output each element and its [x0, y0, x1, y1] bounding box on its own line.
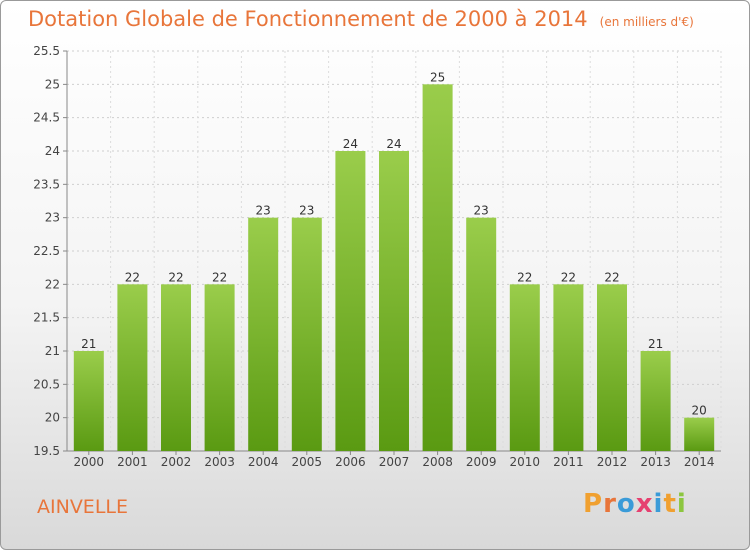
- logo-letter: t: [663, 489, 677, 519]
- data-label: 23: [256, 204, 271, 218]
- commune-name: AINVELLE: [37, 496, 128, 518]
- logo-letter: r: [603, 489, 617, 519]
- y-tick-label: 25: [45, 77, 60, 91]
- x-tick-label: 2013: [640, 455, 671, 469]
- data-label: 24: [386, 137, 401, 151]
- bar-2006: [335, 151, 366, 451]
- data-label: 23: [299, 204, 314, 218]
- data-label: 20: [692, 404, 707, 418]
- y-tick-label: 24.5: [33, 111, 60, 125]
- bar-2012: [597, 284, 627, 451]
- x-tick-label: 2003: [204, 455, 235, 469]
- y-tick-label: 25.5: [33, 44, 60, 58]
- data-label: 25: [430, 70, 445, 84]
- y-tick-label: 20.5: [33, 377, 60, 391]
- data-label: 21: [648, 337, 663, 351]
- x-tick-label: 2009: [466, 455, 497, 469]
- data-label: 22: [517, 270, 532, 284]
- logo-letter: i: [653, 489, 664, 519]
- y-tick-label: 19.5: [33, 444, 60, 458]
- x-tick-label: 2001: [117, 455, 148, 469]
- data-label: 24: [343, 137, 358, 151]
- x-tick-label: 2010: [510, 455, 541, 469]
- unit-label: (en milliers d'€): [599, 15, 694, 29]
- bar-2004: [248, 217, 279, 451]
- logo-letter: i: [676, 489, 687, 519]
- x-tick-label: 2000: [74, 455, 105, 469]
- x-tick-label: 2008: [422, 455, 453, 469]
- x-tick-label: 2007: [379, 455, 410, 469]
- x-tick-label: 2011: [553, 455, 584, 469]
- bar-2013: [640, 351, 671, 451]
- bar-2005: [291, 217, 322, 451]
- title-text: Dotation Globale de Fonctionnement de 20…: [28, 7, 588, 31]
- bar-2007: [379, 151, 409, 451]
- bar-2001: [117, 284, 148, 451]
- bar-2010: [509, 284, 540, 451]
- data-label: 22: [168, 270, 183, 284]
- data-label: 22: [212, 270, 227, 284]
- x-tick-label: 2012: [597, 455, 628, 469]
- data-label: 22: [561, 270, 576, 284]
- x-tick-label: 2014: [684, 455, 715, 469]
- logo-letter: P: [583, 489, 604, 519]
- y-tick-label: 22: [45, 277, 60, 291]
- x-tick-label: 2004: [248, 455, 279, 469]
- bar-2014: [684, 417, 715, 451]
- x-tick-label: 2005: [292, 455, 323, 469]
- y-tick-label: 22.5: [33, 244, 60, 258]
- bar-2008: [422, 84, 453, 451]
- bar-2011: [553, 284, 584, 451]
- data-label: 21: [81, 337, 96, 351]
- y-tick-label: 21: [45, 344, 60, 358]
- y-tick-label: 20: [45, 411, 60, 425]
- x-tick-label: 2006: [335, 455, 366, 469]
- bar-2002: [161, 284, 191, 451]
- labels: 21 22 22 22 23 23 24 24 25 23 22 22 22 21 20: [81, 70, 707, 417]
- chart-title: Dotation Globale de Fonctionnement de 20…: [28, 7, 694, 31]
- y-tick-label: 23: [45, 211, 60, 225]
- y-tick-label: 24: [45, 144, 60, 158]
- y-tick-label: 23.5: [33, 177, 60, 191]
- data-label: 23: [474, 204, 489, 218]
- bar-2003: [204, 284, 235, 451]
- bars: [73, 84, 715, 451]
- logo-letter: o: [616, 489, 636, 519]
- data-label: 22: [604, 270, 619, 284]
- bar-2000: [73, 351, 104, 451]
- y-tick-label: 21.5: [33, 311, 60, 325]
- x-tick-label: 2002: [161, 455, 192, 469]
- bar-2009: [466, 217, 497, 451]
- data-label: 22: [125, 270, 140, 284]
- proxiti-logo: Proxiti: [583, 489, 687, 519]
- logo-letter: x: [635, 489, 654, 519]
